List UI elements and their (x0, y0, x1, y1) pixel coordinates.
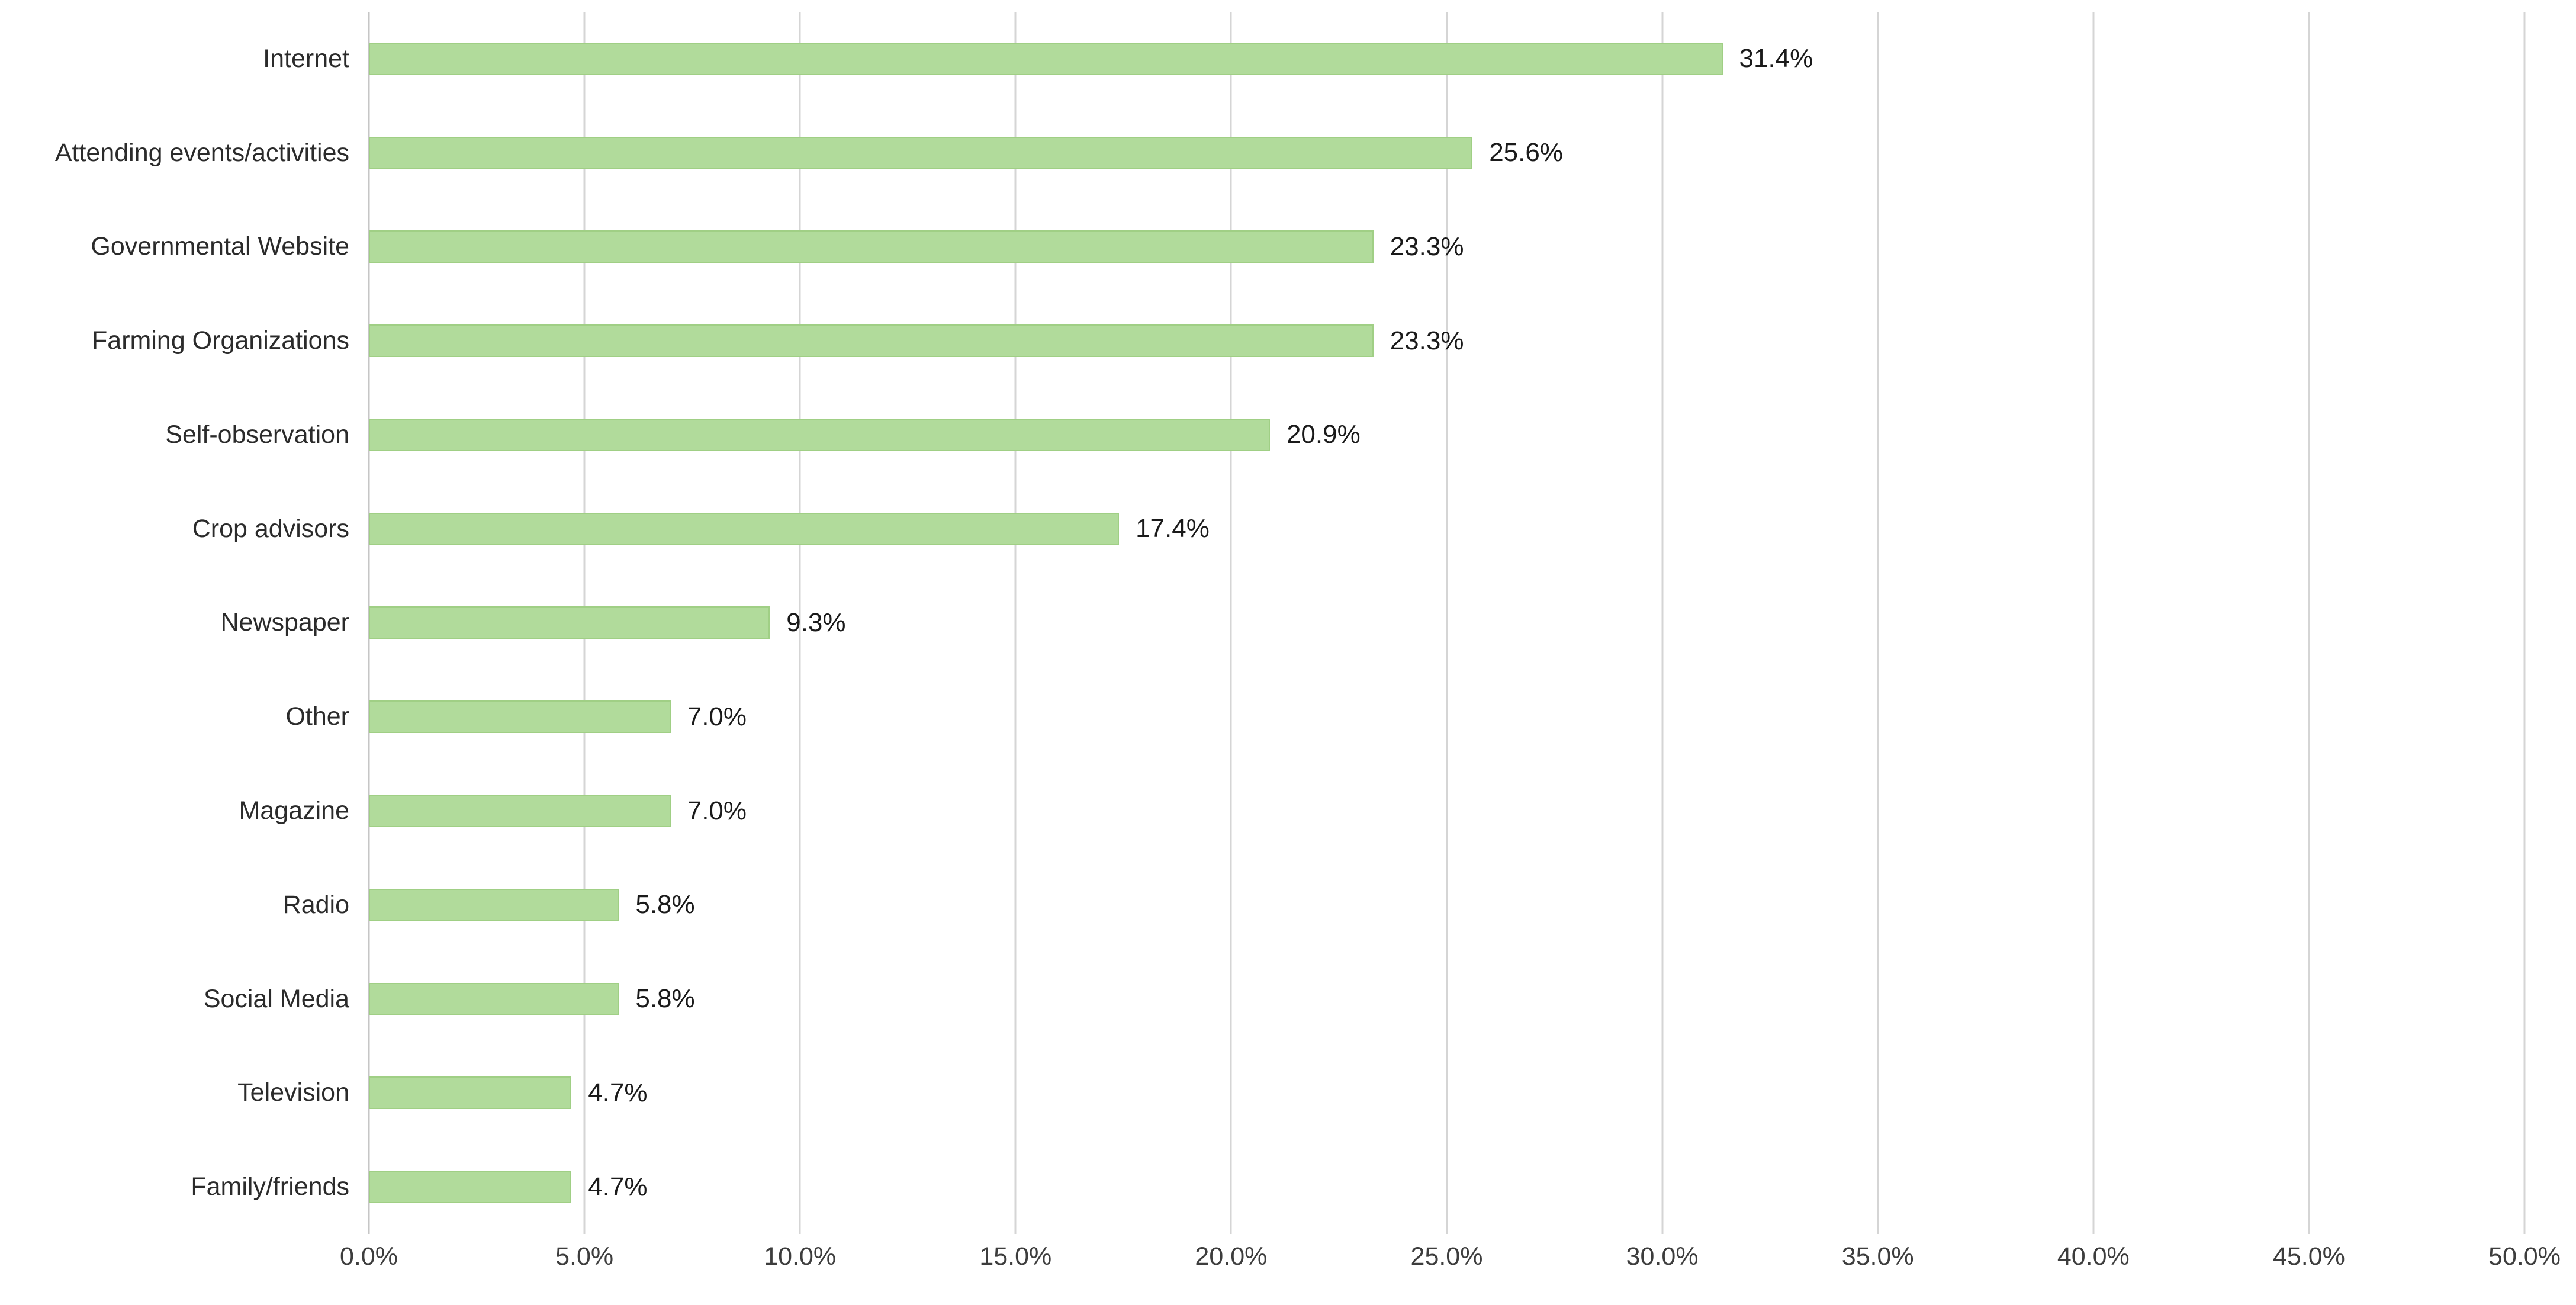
bar (369, 230, 1374, 263)
chart-row: Crop advisors 17.4% (0, 482, 2576, 576)
vertical-gridline (2308, 12, 2310, 1234)
bar (369, 606, 770, 639)
bar-area: 7.0% (369, 764, 2524, 858)
x-axis-tick-label: 0.0% (339, 1242, 398, 1271)
x-axis-tick-label: 35.0% (1841, 1242, 1914, 1271)
category-label: Radio (282, 890, 349, 919)
data-label: 5.8% (635, 890, 695, 920)
vertical-gridline (1661, 12, 1664, 1234)
category-label: Family/friends (191, 1172, 349, 1201)
bar (369, 982, 619, 1015)
category-label: Farming Organizations (92, 326, 349, 355)
category-label: Newspaper (220, 608, 350, 637)
chart-row: Governmental Website 23.3% (0, 200, 2576, 294)
category-label: Crop advisors (192, 514, 349, 543)
chart-row: Internet 31.4% (0, 12, 2576, 106)
x-axis-tick-label: 15.0% (979, 1242, 1052, 1271)
bar-area: 5.8% (369, 952, 2524, 1046)
bar-area: 4.7% (369, 1046, 2524, 1140)
chart-row: Farming Organizations 23.3% (0, 294, 2576, 388)
data-label: 25.6% (1489, 138, 1563, 168)
chart-row: Magazine 7.0% (0, 764, 2576, 858)
bar (369, 1171, 572, 1204)
bar-area: 9.3% (369, 576, 2524, 670)
bar-area: 25.6% (369, 106, 2524, 200)
chart-row: Self-observation 20.9% (0, 388, 2576, 482)
bar-area: 7.0% (369, 670, 2524, 764)
bar (369, 418, 1270, 451)
vertical-gridline (1877, 12, 1879, 1234)
bar-area: 20.9% (369, 388, 2524, 482)
data-label: 4.7% (588, 1078, 648, 1107)
bar-area: 4.7% (369, 1140, 2524, 1234)
vertical-gridline (2092, 12, 2095, 1234)
bar (369, 1076, 572, 1110)
bar-area: 5.8% (369, 858, 2524, 952)
data-label: 23.3% (1390, 232, 1464, 261)
category-label: Self-observation (165, 420, 349, 449)
data-label: 17.4% (1136, 514, 1210, 544)
data-label: 20.9% (1286, 420, 1361, 449)
chart-row: Attending events/activities 25.6% (0, 106, 2576, 200)
chart-row: Radio 5.8% (0, 858, 2576, 952)
data-label: 7.0% (687, 702, 747, 731)
bar (369, 512, 1120, 545)
bar-rows: Internet 31.4% Attending events/activities… (0, 12, 2576, 1234)
bar-area: 17.4% (369, 482, 2524, 576)
data-label: 7.0% (687, 796, 747, 825)
category-label: Magazine (239, 796, 349, 825)
vertical-gridline (1446, 12, 1448, 1234)
bar (369, 136, 1473, 169)
x-axis-tick-label: 45.0% (2272, 1242, 2345, 1271)
chart-row: Newspaper 9.3% (0, 576, 2576, 670)
vertical-gridline (1230, 12, 1232, 1234)
x-axis-tick-label: 25.0% (1410, 1242, 1483, 1271)
bar (369, 42, 1723, 75)
x-axis-tick-label: 40.0% (2057, 1242, 2130, 1271)
data-label: 5.8% (635, 984, 695, 1014)
bar-area: 23.3% (369, 200, 2524, 294)
bar (369, 700, 671, 734)
category-label: Other (285, 702, 349, 731)
data-label: 31.4% (1739, 44, 1813, 73)
x-axis-tick-label: 20.0% (1195, 1242, 1268, 1271)
x-axis-tick-label: 5.0% (555, 1242, 614, 1271)
vertical-gridline (799, 12, 801, 1234)
x-axis: 0.0% 5.0% 10.0% 15.0% 20.0% 25.0% 30.0% 35.0% 40… (340, 1242, 2561, 1290)
category-label: Attending events/activities (54, 138, 349, 167)
vertical-gridline (2523, 12, 2526, 1234)
category-label: Social Media (203, 984, 349, 1013)
bar (369, 324, 1374, 358)
data-label: 4.7% (588, 1172, 648, 1201)
bar (369, 888, 619, 921)
category-label: Television (237, 1078, 349, 1107)
chart-row: Social Media 5.8% (0, 952, 2576, 1046)
chart-row: Other 7.0% (0, 670, 2576, 764)
x-axis-tick-label: 10.0% (764, 1242, 837, 1271)
data-label: 9.3% (786, 608, 846, 637)
chart-row: Television 4.7% (0, 1046, 2576, 1140)
bar-area: 31.4% (369, 12, 2524, 106)
chart-row: Family/friends 4.7% (0, 1140, 2576, 1234)
x-axis-tick-label: 50.0% (2488, 1242, 2561, 1271)
x-axis-tick-label: 30.0% (1626, 1242, 1699, 1271)
category-label: Governmental Website (91, 232, 349, 261)
vertical-gridline (1014, 12, 1017, 1234)
bar (369, 795, 671, 827)
data-label: 23.3% (1390, 326, 1464, 355)
bar-area: 23.3% (369, 294, 2524, 388)
category-label: Internet (263, 44, 349, 73)
